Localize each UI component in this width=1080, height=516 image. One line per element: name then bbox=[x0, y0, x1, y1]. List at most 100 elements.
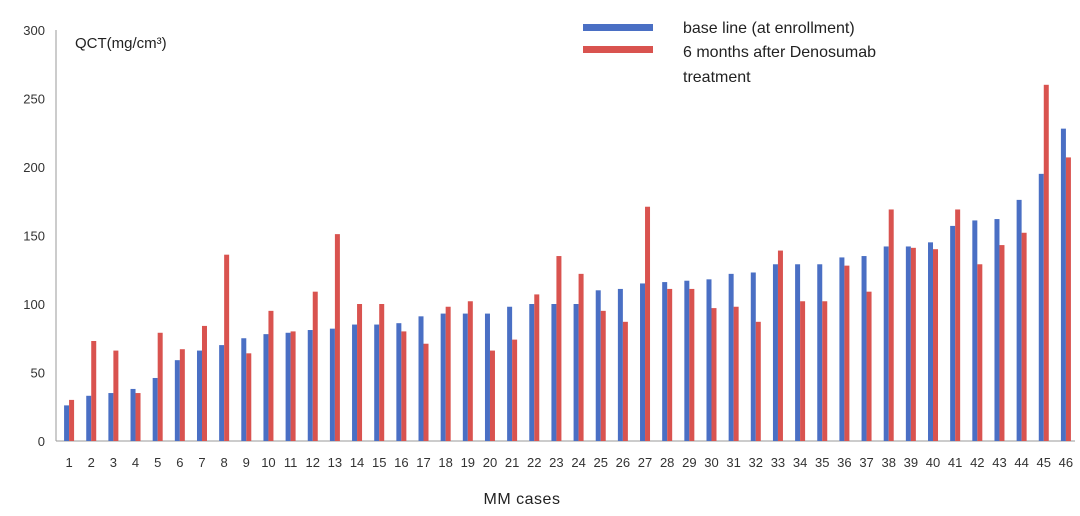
bar-baseline-11 bbox=[285, 332, 291, 441]
bar-baseline-4 bbox=[130, 388, 136, 441]
bar-baseline-18 bbox=[440, 313, 446, 441]
bar-6months-42 bbox=[977, 264, 983, 441]
y-tick-label-3: 150 bbox=[23, 229, 45, 244]
bar-6months-14 bbox=[357, 304, 363, 441]
bar-6months-43 bbox=[999, 245, 1005, 441]
x-tick-label-33: 33 bbox=[771, 455, 785, 470]
bar-baseline-23 bbox=[551, 304, 557, 441]
bar-6months-35 bbox=[822, 301, 828, 441]
bar-6months-16 bbox=[401, 331, 407, 441]
y-tick-label-0: 0 bbox=[38, 434, 45, 449]
bar-baseline-40 bbox=[928, 242, 934, 441]
bar-baseline-46 bbox=[1060, 128, 1066, 441]
bar-6months-13 bbox=[334, 234, 340, 441]
bar-6months-8 bbox=[224, 254, 230, 441]
bar-6months-4 bbox=[135, 393, 141, 441]
x-tick-label-39: 39 bbox=[904, 455, 918, 470]
x-tick-label-42: 42 bbox=[970, 455, 984, 470]
bar-6months-11 bbox=[290, 331, 296, 441]
bar-6months-27 bbox=[645, 206, 651, 441]
x-tick-label-11: 11 bbox=[284, 455, 298, 470]
bar-baseline-13 bbox=[329, 328, 335, 441]
bar-6months-5 bbox=[157, 332, 163, 441]
x-tick-label-9: 9 bbox=[243, 455, 250, 470]
bar-6months-28 bbox=[667, 288, 673, 441]
x-tick-label-43: 43 bbox=[992, 455, 1006, 470]
bar-6months-9 bbox=[246, 353, 252, 441]
bar-baseline-12 bbox=[307, 330, 313, 441]
y-tick-label-5: 250 bbox=[23, 92, 45, 107]
bar-6months-25 bbox=[600, 310, 606, 441]
x-tick-label-37: 37 bbox=[859, 455, 873, 470]
x-tick-label-3: 3 bbox=[110, 455, 117, 470]
bar-6months-21 bbox=[512, 339, 518, 441]
x-axis-label: MM cases bbox=[484, 491, 561, 508]
bar-6months-7 bbox=[201, 325, 207, 441]
bar-baseline-28 bbox=[662, 282, 668, 441]
bar-baseline-32 bbox=[750, 272, 756, 441]
bar-baseline-17 bbox=[418, 316, 424, 441]
bar-baseline-35 bbox=[817, 264, 823, 441]
x-tick-label-35: 35 bbox=[815, 455, 829, 470]
bar-6months-10 bbox=[268, 310, 274, 441]
bar-baseline-42 bbox=[972, 220, 978, 441]
bar-6months-22 bbox=[534, 294, 540, 441]
x-tick-label-30: 30 bbox=[704, 455, 718, 470]
bar-6months-44 bbox=[1021, 232, 1027, 441]
x-tick-label-7: 7 bbox=[198, 455, 205, 470]
bar-6months-46 bbox=[1065, 157, 1071, 441]
bars bbox=[64, 84, 1071, 442]
bar-6months-2 bbox=[91, 340, 97, 441]
x-tick-label-46: 46 bbox=[1059, 455, 1073, 470]
bar-6months-24 bbox=[578, 273, 584, 441]
bar-6months-23 bbox=[556, 256, 562, 441]
y-tick-label-2: 100 bbox=[23, 297, 45, 312]
x-tick-label-13: 13 bbox=[328, 455, 342, 470]
bar-6months-38 bbox=[888, 209, 894, 441]
bar-6months-30 bbox=[711, 308, 717, 441]
bar-6months-26 bbox=[622, 321, 628, 441]
x-tick-label-17: 17 bbox=[416, 455, 430, 470]
bar-baseline-10 bbox=[263, 334, 269, 441]
bar-baseline-16 bbox=[396, 323, 402, 441]
bar-6months-34 bbox=[800, 301, 806, 441]
bar-6months-33 bbox=[777, 250, 783, 441]
x-tick-label-26: 26 bbox=[616, 455, 630, 470]
x-tick-label-44: 44 bbox=[1014, 455, 1028, 470]
bar-baseline-31 bbox=[728, 273, 734, 441]
x-tick-label-24: 24 bbox=[571, 455, 585, 470]
x-tick-label-4: 4 bbox=[132, 455, 139, 470]
x-tick-label-1: 1 bbox=[65, 455, 72, 470]
x-tick-label-16: 16 bbox=[394, 455, 408, 470]
x-tick-label-8: 8 bbox=[221, 455, 228, 470]
bar-6months-32 bbox=[755, 321, 761, 441]
bar-6months-31 bbox=[733, 306, 739, 441]
y-tick-label-1: 50 bbox=[31, 366, 45, 381]
y-tick-label-4: 200 bbox=[23, 160, 45, 175]
bar-baseline-37 bbox=[861, 256, 867, 441]
bar-baseline-39 bbox=[905, 246, 911, 441]
x-tick-label-23: 23 bbox=[549, 455, 563, 470]
x-tick-labels: 1 2 3 4 5 6 7 8 9 10 11 12 13 14 15 16 17 18 19 20 21 22 23 24 2… bbox=[65, 455, 1073, 470]
bar-baseline-15 bbox=[374, 324, 380, 441]
x-tick-label-45: 45 bbox=[1037, 455, 1051, 470]
x-tick-label-27: 27 bbox=[638, 455, 652, 470]
bar-baseline-14 bbox=[352, 324, 358, 441]
x-tick-label-14: 14 bbox=[350, 455, 364, 470]
x-tick-label-36: 36 bbox=[837, 455, 851, 470]
bar-baseline-21 bbox=[507, 306, 513, 441]
bar-baseline-29 bbox=[684, 280, 690, 441]
x-tick-label-18: 18 bbox=[438, 455, 452, 470]
bar-baseline-33 bbox=[772, 264, 778, 441]
bar-baseline-26 bbox=[617, 288, 623, 441]
bar-baseline-20 bbox=[484, 313, 490, 441]
bar-6months-17 bbox=[423, 343, 429, 441]
bar-baseline-7 bbox=[196, 350, 202, 441]
bar-baseline-3 bbox=[108, 393, 114, 441]
x-tick-label-5: 5 bbox=[154, 455, 161, 470]
x-tick-label-12: 12 bbox=[306, 455, 320, 470]
bar-6months-3 bbox=[113, 350, 119, 441]
y-tick-label-6: 300 bbox=[23, 23, 45, 38]
legend-swatch-6months bbox=[583, 46, 653, 53]
